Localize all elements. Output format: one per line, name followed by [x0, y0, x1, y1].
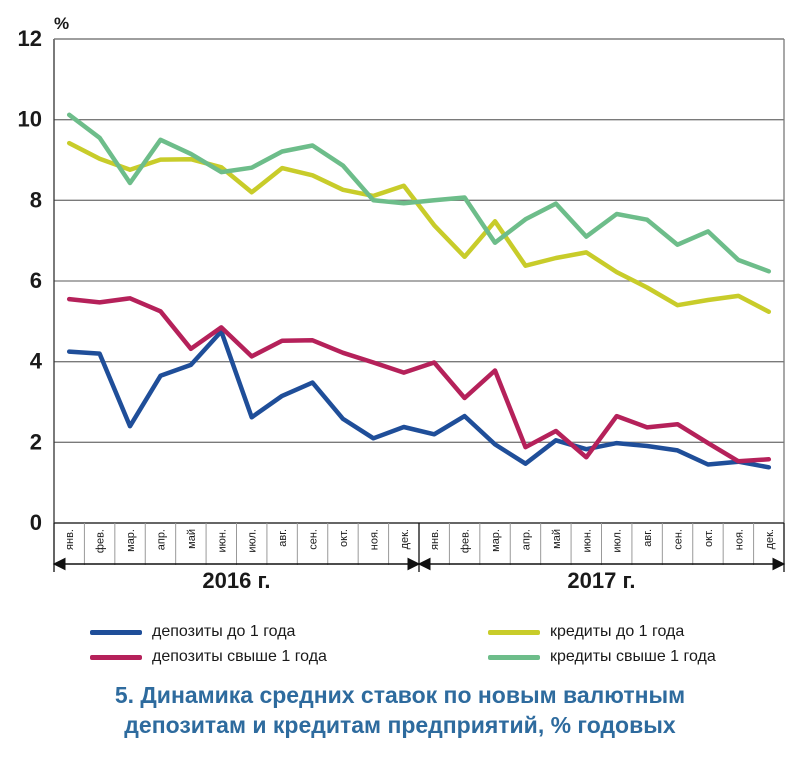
legend-label: депозиты свыше 1 года [152, 648, 327, 665]
series-line-4 [66, 112, 772, 274]
x-tick-label: мар. [490, 529, 502, 552]
x-tick-label: апр. [520, 529, 532, 550]
x-tick-label: июл. [612, 529, 624, 553]
x-tick-label: сен. [673, 529, 685, 550]
y-axis-ticks: 0 2 4 6 8 10 12 [18, 26, 43, 535]
y-tick-label: 10 [18, 107, 42, 132]
x-tick-label: июн. [581, 529, 593, 553]
legend-item-loans-short: кредиты до 1 года [488, 621, 684, 643]
x-tick-label: апр. [155, 529, 167, 550]
legend-swatch [488, 629, 540, 635]
line-chart: 0 2 4 6 8 10 12 % янв. фев. мар. апр. май июн. июл. а… [18, 14, 786, 593]
x-tick-label: дек. [764, 529, 776, 549]
year-axis: 2016 г. 2017 г. [52, 523, 786, 593]
x-tick-label: янв. [429, 529, 441, 550]
x-tick-label: июл. [247, 529, 259, 553]
caption-line-1: 5. Динамика средних ставок по новым валю… [114, 682, 686, 708]
x-tick-label: май [186, 529, 198, 549]
x-tick-label: авг. [642, 529, 654, 547]
series-line-3 [66, 140, 772, 314]
y-tick-label: 6 [30, 268, 42, 293]
legend-label: кредиты до 1 года [550, 623, 685, 640]
x-tick-label: окт. [338, 529, 350, 547]
caption-line-2: депозитам и кредитам предприятий, % годо… [124, 712, 676, 738]
legend-label: кредиты свыше 1 года [550, 648, 716, 665]
x-tick-label: авг. [277, 529, 289, 547]
series-lines [66, 112, 772, 470]
x-tick-label: фев. [95, 529, 107, 553]
x-tick-label: янв. [64, 529, 76, 550]
legend-label: депозиты до 1 года [152, 623, 296, 640]
x-tick-label: мар. [125, 529, 137, 552]
legend-swatch [488, 654, 540, 660]
x-tick-label: ноя. [368, 529, 380, 550]
x-tick-label: сен. [308, 529, 320, 550]
chart-caption: 5. Динамика средних ставок по новым валю… [0, 680, 800, 740]
x-tick-label: дек. [399, 529, 411, 549]
x-tick-label: июн. [216, 529, 228, 553]
series-line-2 [66, 296, 772, 464]
x-tick-label: окт. [703, 529, 715, 547]
year-label: 2016 г. [202, 568, 270, 593]
legend-item-loans-long: кредиты свыше 1 года [488, 646, 716, 668]
legend-item-deposits-long: депозиты свыше 1 года [90, 646, 327, 668]
y-tick-label: 2 [30, 429, 42, 454]
year-label: 2017 г. [567, 568, 635, 593]
y-tick-label: 0 [30, 510, 42, 535]
legend-swatch [90, 654, 142, 660]
y-tick-label: 8 [30, 187, 42, 212]
series-line-1 [66, 329, 772, 470]
x-tick-label: май [551, 529, 563, 549]
y-axis-unit: % [54, 14, 69, 33]
x-tick-label: фев. [460, 529, 472, 553]
y-tick-label: 12 [18, 26, 42, 51]
y-tick-label: 4 [30, 349, 43, 374]
legend-swatch [90, 629, 142, 635]
x-tick-label: ноя. [733, 529, 745, 550]
legend-item-deposits-short: депозиты до 1 года [90, 621, 295, 643]
